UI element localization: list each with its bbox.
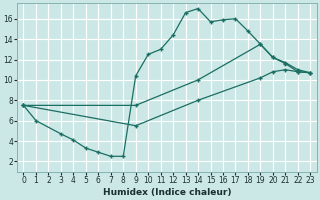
X-axis label: Humidex (Indice chaleur): Humidex (Indice chaleur) (103, 188, 231, 197)
